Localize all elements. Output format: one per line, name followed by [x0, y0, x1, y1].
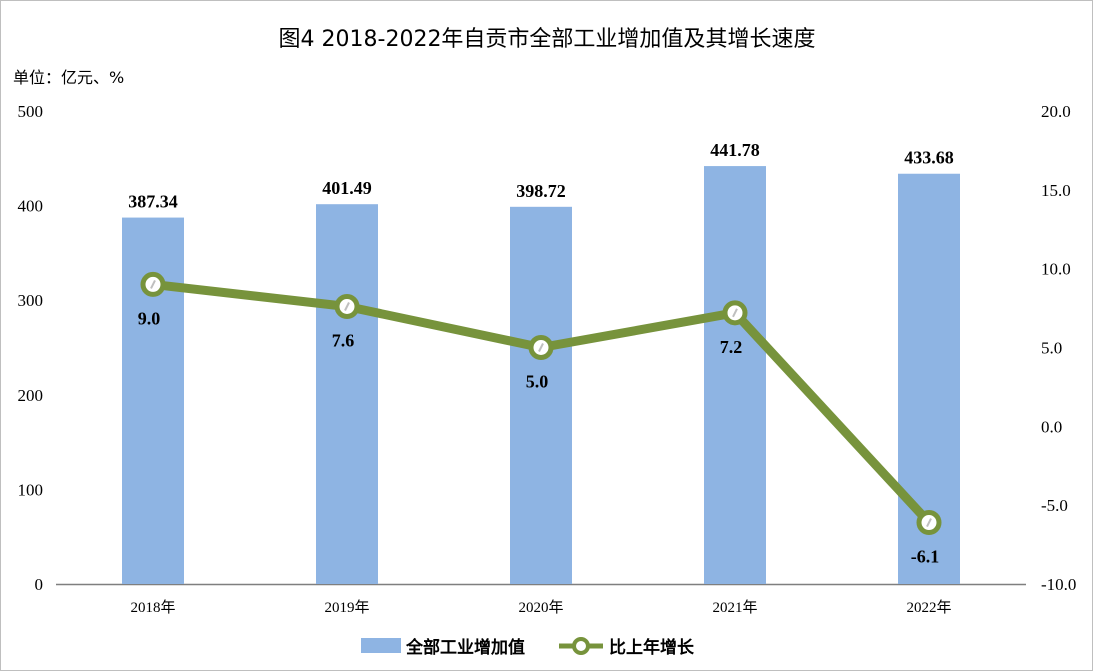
line-point-highlight — [344, 302, 350, 311]
left-tick-label: 200 — [18, 386, 44, 405]
line-point-highlight — [732, 308, 738, 318]
line-value-label: 9.0 — [138, 308, 161, 328]
line-value-label: 7.2 — [720, 337, 743, 357]
bar — [704, 166, 766, 585]
line-point-highlight — [926, 518, 932, 527]
right-axis: -10.0 -5.0 0.0 5.0 10.0 15.0 20.0 — [1041, 102, 1076, 594]
line-value-label: 5.0 — [526, 372, 549, 392]
bar — [510, 206, 572, 584]
right-tick-label: 10.0 — [1041, 260, 1071, 279]
left-tick-label: 0 — [35, 575, 44, 594]
right-tick-label: -10.0 — [1041, 575, 1076, 594]
left-tick-label: 100 — [18, 480, 44, 499]
chart-title: 图4 2018-2022年自贡市全部工业增加值及其增长速度 — [279, 27, 816, 52]
right-tick-label: 0.0 — [1041, 417, 1062, 436]
x-axis-ticks: 2018年 2019年 2020年 2021年 2022年 — [130, 599, 951, 616]
left-axis: 0 100 200 300 400 500 — [18, 102, 44, 594]
unit-label: 单位：亿元、% — [13, 68, 124, 87]
bar — [316, 204, 378, 584]
legend-bar-swatch — [361, 638, 401, 653]
legend-bar-label: 全部工业增加值 — [405, 637, 525, 658]
line-point-highlight — [538, 343, 544, 352]
bar-series: 387.34 401.49 398.72 441.78 433.68 — [122, 140, 960, 585]
x-tick-label: 2019年 — [324, 599, 369, 616]
bar-value-label: 401.49 — [322, 178, 372, 198]
legend-line-marker — [572, 637, 590, 655]
line-point-highlight — [150, 279, 156, 289]
x-tick-label: 2021年 — [712, 599, 757, 616]
right-tick-label: 5.0 — [1041, 339, 1062, 358]
left-tick-label: 400 — [18, 197, 44, 216]
bar-value-label: 441.78 — [710, 140, 760, 160]
left-tick-label: 300 — [18, 291, 44, 310]
line-series: 9.0 7.6 5.0 7.2 -6.1 — [138, 271, 942, 567]
x-tick-label: 2020年 — [518, 599, 563, 616]
x-tick-label: 2018年 — [130, 599, 175, 616]
right-tick-label: 20.0 — [1041, 102, 1071, 121]
bar-value-label: 433.68 — [904, 148, 954, 168]
legend: 全部工业增加值 比上年增长 — [361, 637, 695, 658]
right-tick-label: 15.0 — [1041, 181, 1071, 200]
line-value-label: -6.1 — [911, 547, 940, 567]
x-tick-label: 2022年 — [906, 599, 951, 616]
legend-line-label: 比上年增长 — [609, 637, 695, 658]
bar-value-label: 387.34 — [128, 192, 178, 212]
bar-value-label: 398.72 — [516, 181, 566, 201]
line-value-label: 7.6 — [332, 331, 355, 351]
left-tick-label: 500 — [18, 102, 44, 121]
right-tick-label: -5.0 — [1041, 496, 1068, 515]
